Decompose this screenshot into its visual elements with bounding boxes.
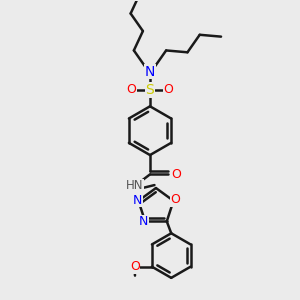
Text: O: O <box>130 260 140 273</box>
Text: N: N <box>145 64 155 79</box>
Text: N: N <box>133 194 142 207</box>
Text: O: O <box>170 194 180 206</box>
Text: HN: HN <box>126 179 143 192</box>
Text: O: O <box>127 83 136 97</box>
Text: S: S <box>146 83 154 97</box>
Text: N: N <box>139 215 148 229</box>
Text: O: O <box>171 168 181 181</box>
Text: O: O <box>164 83 173 97</box>
